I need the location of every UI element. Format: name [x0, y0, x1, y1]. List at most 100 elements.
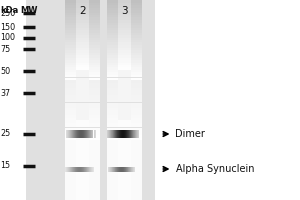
- Bar: [65, 38, 100, 40]
- Bar: [65, 115, 100, 117]
- Bar: [118, 142, 130, 145]
- Bar: [76, 185, 88, 188]
- Bar: [76, 128, 88, 130]
- Bar: [65, 18, 100, 20]
- Bar: [76, 140, 88, 142]
- Bar: [107, 152, 142, 155]
- Bar: [107, 18, 142, 20]
- Bar: [118, 178, 130, 180]
- Bar: [76, 85, 88, 88]
- Bar: [65, 135, 100, 138]
- Bar: [107, 77, 142, 80]
- Bar: [107, 43, 142, 45]
- Bar: [65, 27, 100, 30]
- Bar: [76, 110, 88, 112]
- Bar: [118, 182, 130, 185]
- Bar: [76, 150, 88, 152]
- Text: Dimer: Dimer: [176, 129, 206, 139]
- Bar: [76, 195, 88, 198]
- Bar: [65, 43, 100, 45]
- Bar: [65, 170, 100, 172]
- Bar: [107, 15, 142, 17]
- Bar: [118, 150, 130, 152]
- Bar: [76, 27, 88, 30]
- Bar: [65, 62, 100, 65]
- Bar: [118, 188, 130, 190]
- Bar: [118, 10, 130, 12]
- Bar: [76, 80, 88, 82]
- Bar: [65, 35, 100, 38]
- Bar: [118, 148, 130, 150]
- Bar: [107, 90, 142, 92]
- Bar: [118, 128, 130, 130]
- Bar: [65, 125, 100, 128]
- Bar: [76, 120, 88, 122]
- Bar: [65, 95, 100, 97]
- Bar: [65, 25, 100, 27]
- Bar: [76, 62, 88, 65]
- Bar: [76, 122, 88, 125]
- Bar: [107, 160, 142, 162]
- Bar: [107, 75, 142, 77]
- Bar: [76, 130, 88, 132]
- Bar: [107, 20, 142, 22]
- Bar: [107, 158, 142, 160]
- Bar: [65, 77, 100, 80]
- Bar: [107, 198, 142, 200]
- Bar: [107, 142, 142, 145]
- Bar: [118, 32, 130, 35]
- Bar: [76, 30, 88, 32]
- Bar: [65, 165, 100, 168]
- Bar: [76, 132, 88, 135]
- Bar: [65, 178, 100, 180]
- Text: 2: 2: [79, 6, 86, 16]
- Bar: [118, 77, 130, 80]
- Bar: [76, 102, 88, 105]
- Bar: [76, 70, 88, 72]
- Bar: [65, 52, 100, 55]
- Bar: [65, 108, 100, 110]
- Bar: [76, 170, 88, 172]
- Bar: [118, 2, 130, 5]
- Bar: [76, 10, 88, 12]
- Bar: [76, 172, 88, 175]
- Bar: [107, 150, 142, 152]
- Bar: [76, 135, 88, 138]
- Bar: [76, 92, 88, 95]
- Bar: [76, 75, 88, 77]
- Bar: [118, 27, 130, 30]
- Bar: [118, 75, 130, 77]
- Bar: [76, 65, 88, 67]
- Bar: [65, 58, 100, 60]
- Bar: [118, 80, 130, 82]
- Bar: [118, 190, 130, 192]
- Bar: [65, 128, 100, 130]
- Bar: [107, 105, 142, 108]
- Bar: [107, 128, 142, 130]
- Bar: [118, 20, 130, 22]
- Text: MW: MW: [21, 6, 38, 15]
- Bar: [76, 97, 88, 100]
- Bar: [76, 55, 88, 58]
- Bar: [118, 45, 130, 47]
- Bar: [118, 50, 130, 52]
- Bar: [118, 138, 130, 140]
- Text: 50: 50: [0, 66, 10, 75]
- Bar: [65, 172, 100, 175]
- Bar: [107, 97, 142, 100]
- Bar: [118, 120, 130, 122]
- Bar: [65, 120, 100, 122]
- Bar: [76, 108, 88, 110]
- Text: Alpha Synuclein: Alpha Synuclein: [176, 164, 254, 174]
- Bar: [118, 180, 130, 182]
- Text: 3: 3: [121, 6, 128, 16]
- Bar: [65, 5, 100, 7]
- Bar: [65, 2, 100, 5]
- Bar: [76, 95, 88, 97]
- Bar: [65, 192, 100, 195]
- Bar: [118, 108, 130, 110]
- Bar: [76, 35, 88, 38]
- Bar: [118, 172, 130, 175]
- Bar: [107, 60, 142, 62]
- Bar: [76, 5, 88, 7]
